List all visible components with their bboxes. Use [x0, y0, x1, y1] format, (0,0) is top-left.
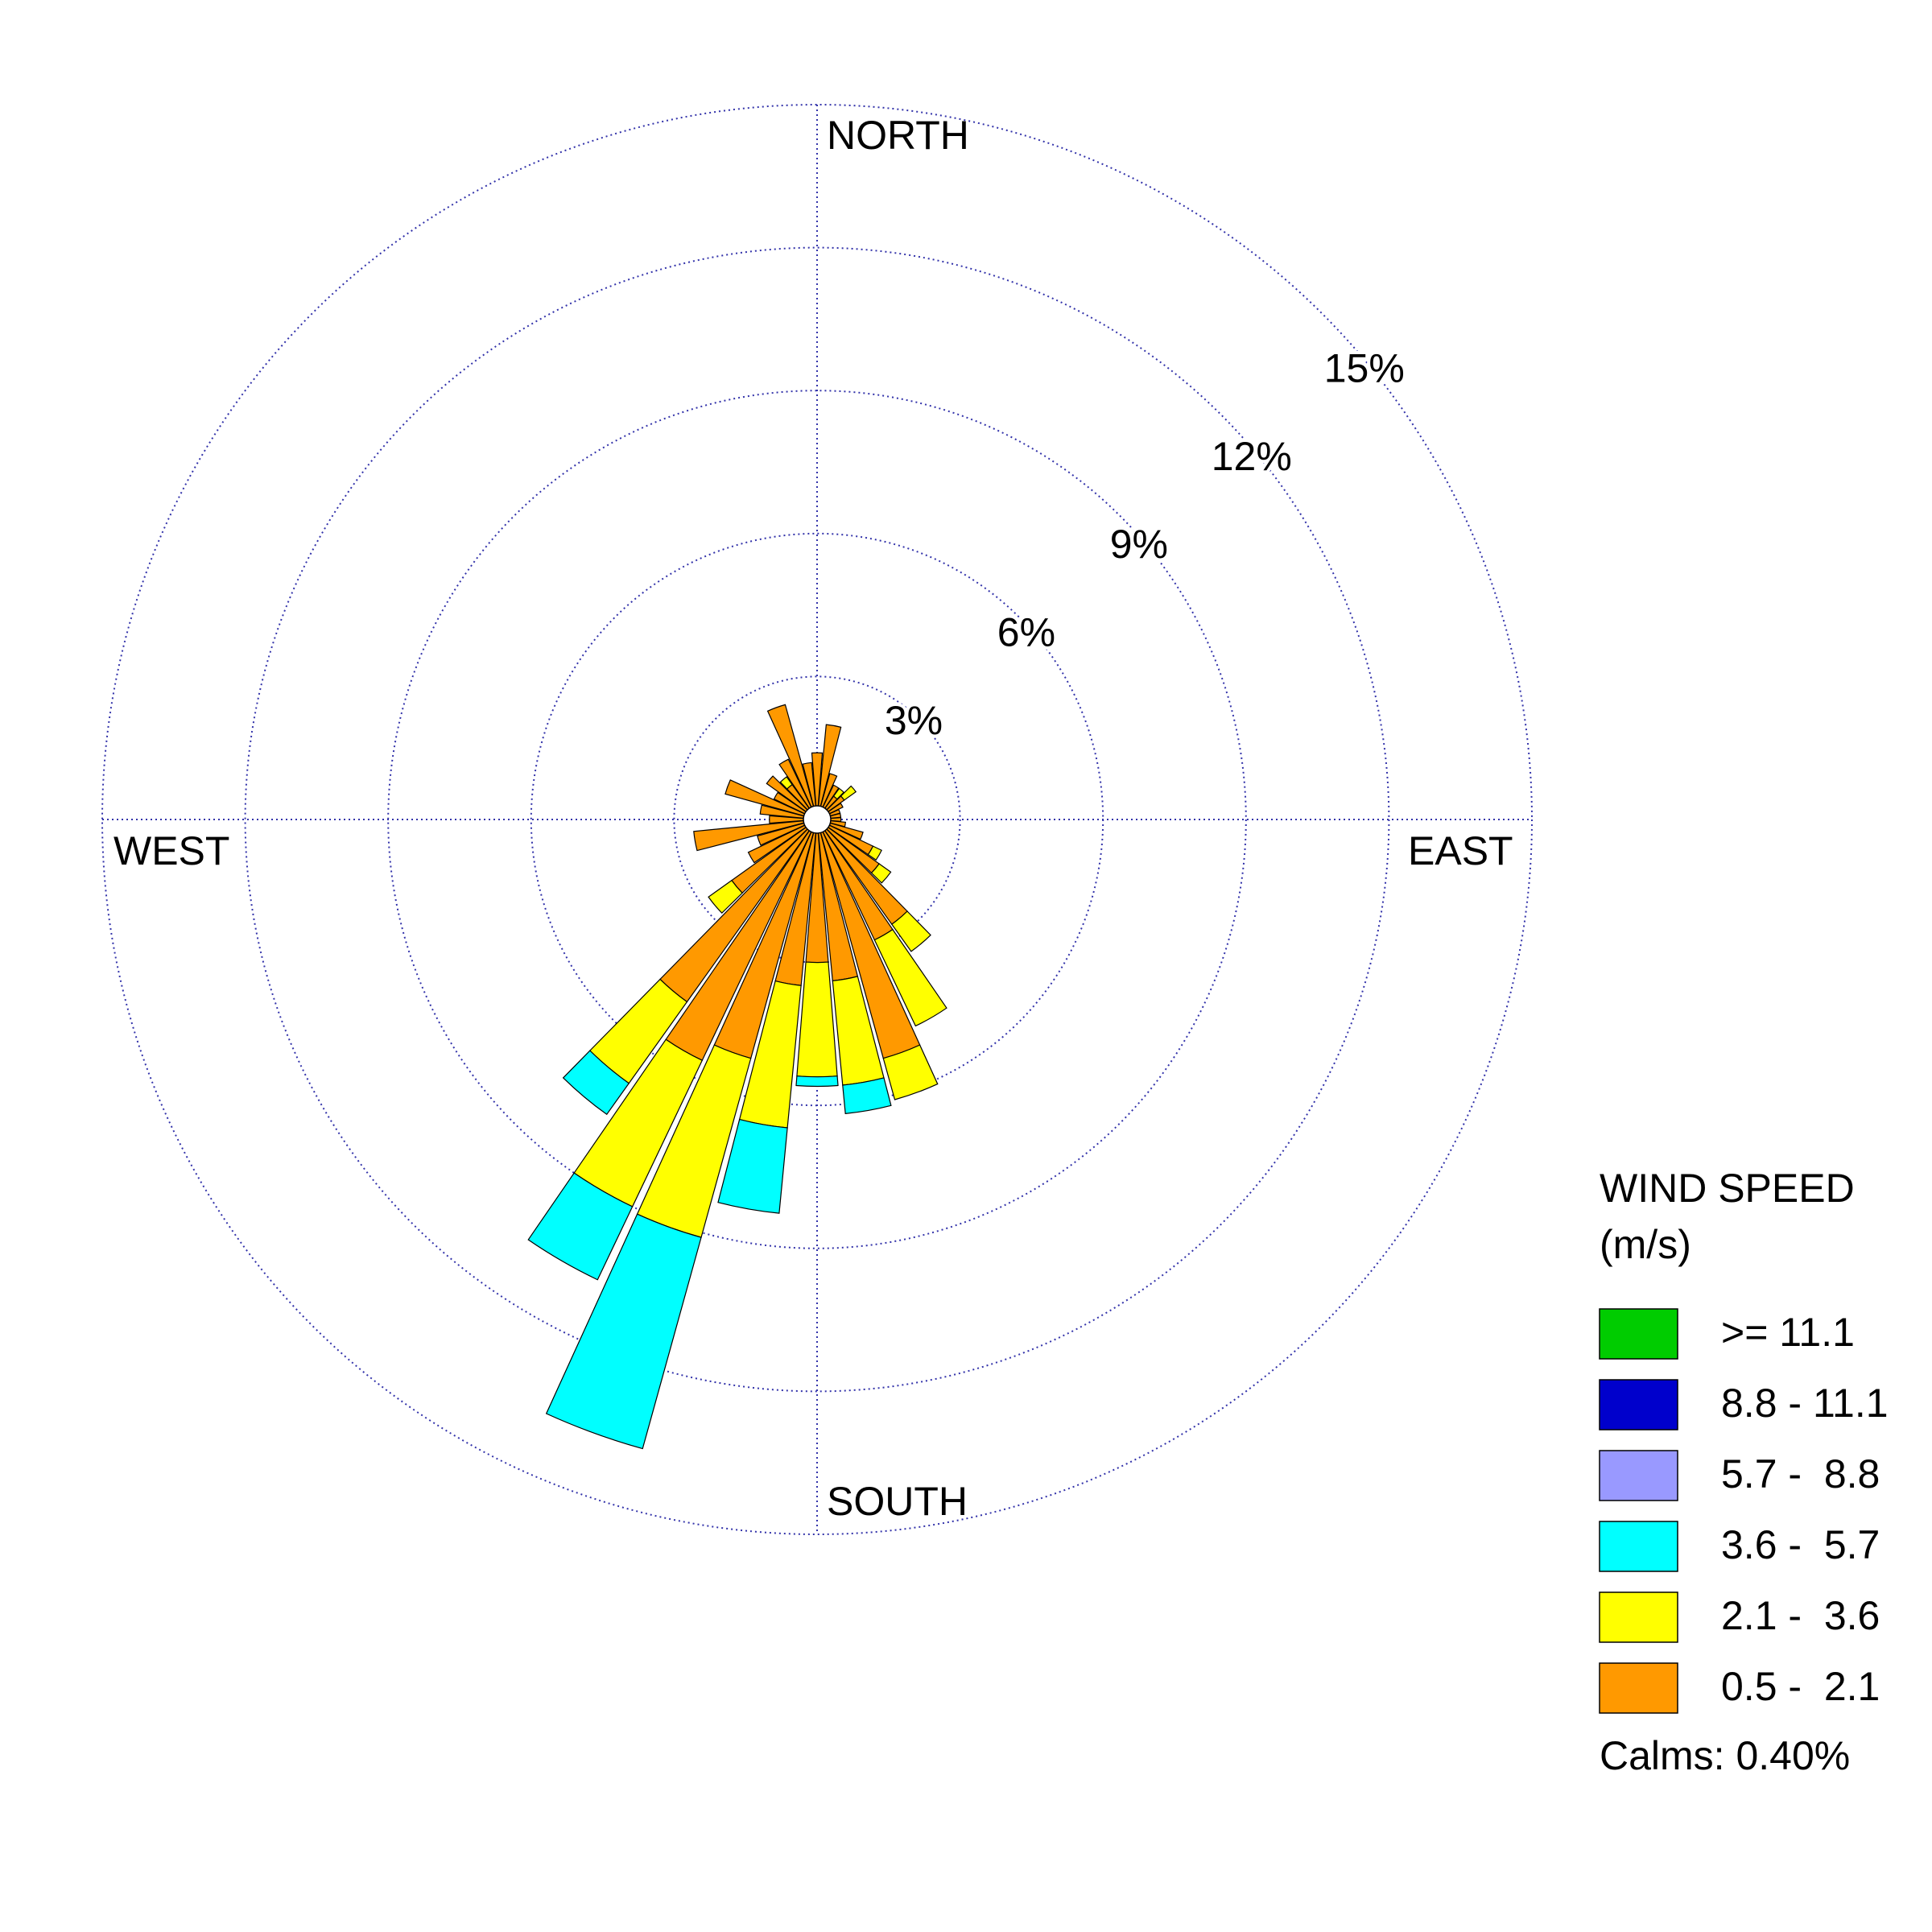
calm-circle — [803, 805, 832, 834]
wedge — [870, 863, 892, 884]
wedge — [795, 1075, 839, 1088]
legend-title: (m/s) — [1600, 1222, 1691, 1267]
wedge — [842, 1077, 892, 1115]
legend-swatch — [1599, 1662, 1678, 1714]
legend-label: 0.5 - 2.1 — [1721, 1664, 1880, 1709]
wedge — [724, 779, 818, 820]
wedge — [778, 758, 818, 820]
ring-label: 15% — [1324, 345, 1405, 390]
wedge — [832, 787, 845, 800]
wedge — [757, 819, 818, 846]
wedge — [693, 819, 818, 852]
wedge — [545, 1213, 702, 1450]
legend-label: 3.6 - 5.7 — [1721, 1522, 1880, 1567]
ring-label: 3% — [885, 698, 943, 743]
legend-label: >= 11.1 — [1721, 1310, 1855, 1355]
ring-label: 6% — [997, 610, 1055, 655]
wedge — [796, 961, 838, 1078]
grid-ring — [101, 104, 1533, 1535]
legend-swatch — [1599, 1450, 1678, 1501]
west-label: WEST — [114, 828, 229, 873]
wedge — [747, 819, 818, 864]
legend-label: 2.1 - 3.6 — [1721, 1593, 1880, 1638]
ring-label: 9% — [1110, 522, 1168, 567]
wedge — [840, 785, 857, 801]
south-label: SOUTH — [827, 1479, 968, 1524]
wedge — [562, 1050, 630, 1116]
legend-label: 5.7 - 8.8 — [1721, 1451, 1880, 1496]
north-label: NORTH — [827, 113, 969, 158]
legend-swatch — [1599, 1521, 1678, 1572]
legend-title: WIND SPEED — [1600, 1166, 1855, 1211]
grid-ring — [673, 675, 961, 964]
ring-label: 12% — [1212, 434, 1292, 479]
wedge — [769, 815, 818, 824]
wedge — [717, 1118, 788, 1214]
wedge — [802, 762, 818, 820]
calms-label: Calms: 0.40% — [1600, 1733, 1850, 1778]
legend-swatch — [1599, 1379, 1678, 1430]
grid-ring — [244, 246, 1390, 1393]
wedge — [811, 752, 824, 820]
wedge — [816, 724, 842, 820]
wedge — [779, 776, 793, 790]
legend-label: 8.8 - 11.1 — [1721, 1381, 1889, 1426]
legend-swatch — [1599, 1591, 1678, 1643]
wedge — [873, 928, 947, 1027]
legend-swatch — [1599, 1308, 1678, 1360]
wedge — [867, 845, 882, 861]
east-label: EAST — [1408, 828, 1513, 873]
wedge — [527, 1172, 634, 1281]
grid-ring — [387, 390, 1247, 1249]
wedge — [882, 1044, 939, 1100]
wedge — [708, 879, 743, 914]
wedge — [766, 775, 818, 820]
wedge — [890, 910, 931, 952]
